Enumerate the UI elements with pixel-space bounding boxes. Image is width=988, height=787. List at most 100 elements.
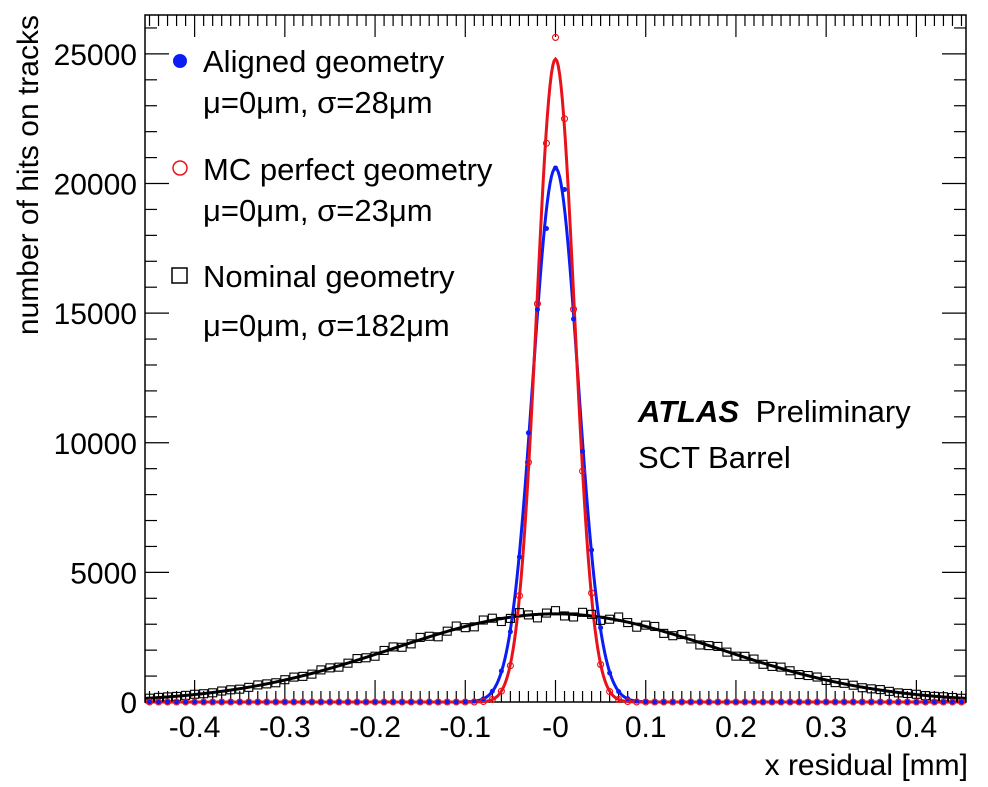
data-point-mc-perfect	[939, 698, 947, 706]
data-point-aligned	[291, 699, 297, 705]
data-point-mc-perfect	[560, 115, 569, 123]
data-point-mc-perfect	[669, 698, 677, 706]
data-point-mc-perfect	[398, 698, 406, 706]
data-point-aligned	[237, 699, 243, 705]
x-tick-label: -0.1	[439, 711, 491, 744]
data-point-aligned	[363, 699, 369, 705]
data-point-nominal	[686, 634, 696, 644]
data-point-aligned	[543, 225, 549, 231]
data-point-mc-perfect	[154, 698, 163, 706]
data-point-nominal	[848, 680, 858, 690]
data-point-aligned	[246, 699, 252, 705]
data-point-nominal	[370, 651, 380, 661]
data-point-nominal	[884, 686, 894, 696]
data-point-aligned	[462, 699, 468, 705]
x-tick-label: -0.3	[259, 711, 311, 744]
y-tick-label: 20000	[54, 169, 137, 202]
data-point-mc-perfect	[840, 698, 848, 706]
data-point-nominal	[767, 661, 777, 671]
data-point-nominal	[235, 684, 245, 694]
data-point-mc-perfect	[569, 305, 578, 313]
data-point-aligned	[760, 699, 766, 705]
data-point-aligned	[183, 699, 189, 705]
data-point-nominal	[523, 610, 533, 620]
x-tick-label: 0.3	[805, 711, 847, 744]
data-point-nominal	[758, 659, 768, 669]
y-axis-title: number of hits on tracks	[12, 15, 45, 335]
data-point-mc-perfect	[795, 698, 803, 706]
data-point-nominal	[208, 688, 218, 698]
data-point-mc-perfect	[696, 698, 704, 706]
data-point-mc-perfect	[254, 698, 262, 706]
fit-curve-nominal	[144, 612, 967, 700]
data-point-aligned	[408, 699, 414, 705]
data-point-mc-perfect	[362, 698, 370, 706]
legend-label-mc-perfect: MC perfect geometry	[203, 152, 493, 187]
data-point-mc-perfect	[299, 698, 307, 706]
data-point-nominal	[334, 662, 344, 672]
data-point-mc-perfect	[705, 698, 713, 706]
data-point-aligned	[886, 699, 892, 705]
data-point-nominal	[532, 613, 543, 623]
detector-label: SCT Barrel	[638, 440, 791, 475]
data-point-mc-perfect	[173, 698, 181, 706]
data-point-aligned	[562, 187, 568, 193]
legend-label-aligned: Aligned geometry	[203, 44, 445, 79]
data-point-aligned	[580, 448, 586, 454]
data-point-aligned	[390, 699, 396, 705]
data-point-mc-perfect	[750, 698, 758, 706]
data-point-aligned	[787, 699, 793, 705]
data-point-mc-perfect	[588, 589, 596, 597]
data-point-nominal	[379, 645, 389, 656]
data-point-aligned	[652, 699, 658, 705]
data-point-nominal	[469, 622, 479, 632]
data-point-aligned	[931, 699, 937, 705]
data-point-aligned	[228, 699, 234, 705]
data-point-aligned	[399, 699, 405, 705]
data-point-aligned	[949, 699, 955, 705]
data-point-nominal	[514, 608, 524, 618]
data-point-nominal	[271, 678, 281, 688]
data-point-mc-perfect	[443, 698, 451, 706]
data-point-nominal	[541, 608, 552, 618]
data-point-aligned	[805, 699, 811, 705]
data-point-mc-perfect	[542, 139, 551, 147]
data-point-nominal	[839, 678, 849, 688]
data-point-mc-perfect	[714, 698, 722, 706]
data-point-aligned	[832, 699, 838, 705]
data-point-aligned	[859, 699, 865, 705]
data-point-nominal	[559, 611, 570, 621]
data-point-nominal	[325, 663, 335, 673]
x-tick-labels: -0.4 -0.3 -0.2 -0.1 -0 0.1 0.2 0.3 0.4	[169, 711, 937, 744]
data-point-aligned	[715, 699, 721, 705]
data-point-aligned	[354, 699, 360, 705]
data-point-nominal	[812, 672, 822, 682]
data-point-nominal	[478, 615, 488, 625]
data-point-mc-perfect	[885, 698, 893, 706]
data-point-aligned	[255, 699, 261, 705]
data-point-mc-perfect	[281, 698, 289, 706]
data-point-mc-perfect	[858, 698, 866, 706]
data-point-mc-perfect	[687, 698, 695, 706]
data-point-mc-perfect	[533, 300, 542, 308]
data-point-mc-perfect	[272, 698, 280, 706]
data-point-aligned	[706, 699, 712, 705]
data-point-aligned	[318, 699, 324, 705]
data-point-aligned	[174, 699, 180, 705]
data-point-aligned	[598, 625, 604, 631]
data-point-aligned	[435, 699, 441, 705]
data-point-nominal	[704, 641, 714, 651]
data-point-mc-perfect	[831, 698, 839, 706]
data-point-nominal	[857, 683, 867, 693]
data-point-aligned	[372, 699, 378, 705]
data-point-nominal	[632, 622, 642, 632]
data-point-mc-perfect	[308, 698, 316, 706]
data-point-nominal	[388, 642, 398, 652]
data-point-aligned	[751, 699, 757, 705]
data-point-nominal	[776, 662, 786, 672]
data-point-aligned	[661, 699, 667, 705]
data-point-mc-perfect	[894, 698, 902, 706]
data-point-nominal	[505, 613, 515, 623]
x-tick-label: 0.1	[625, 711, 667, 744]
